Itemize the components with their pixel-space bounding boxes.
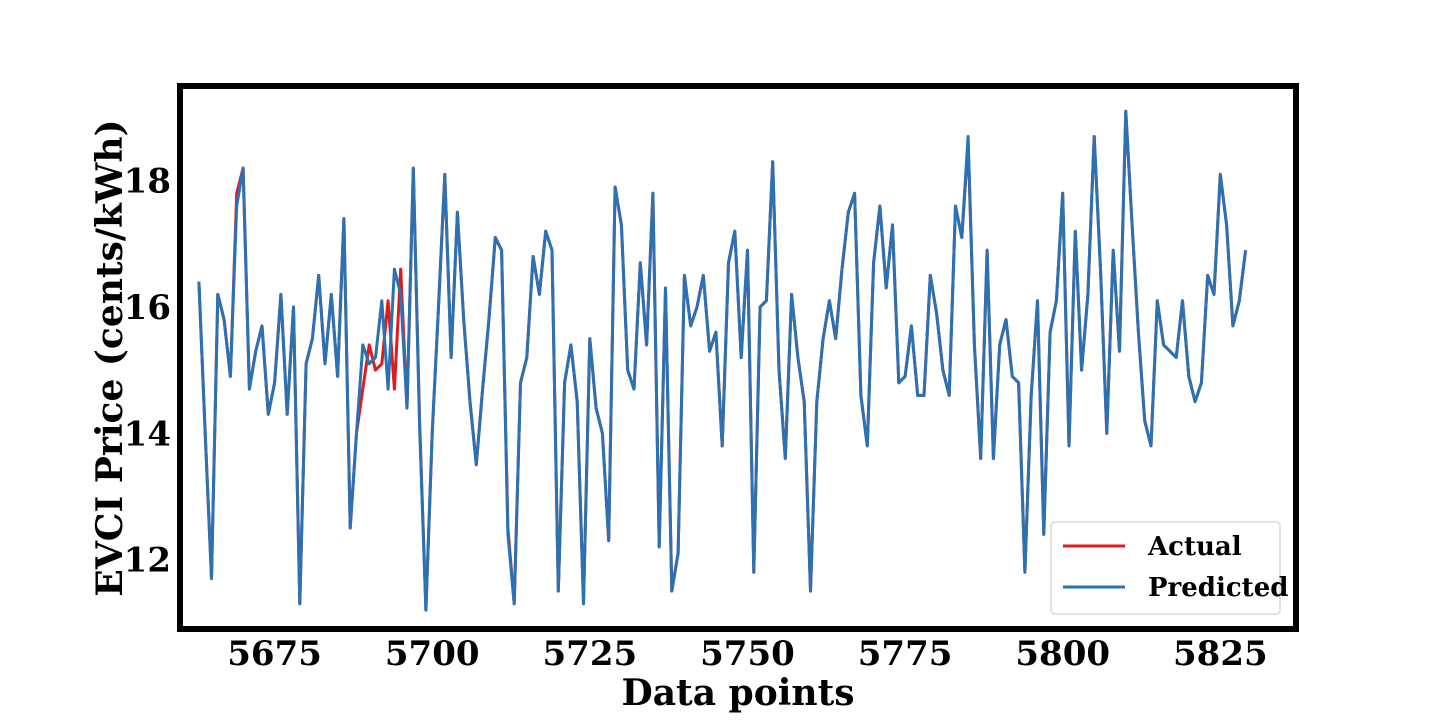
x-tick-label: 5750 (700, 634, 795, 674)
y-tick-label: 18 (124, 162, 171, 202)
x-tick-label: 5800 (1015, 634, 1110, 674)
x-tick-label: 5725 (543, 634, 638, 674)
legend-label-actual: Actual (1147, 532, 1242, 562)
y-tick-labels: 12 14 16 18 (124, 162, 171, 581)
y-axis-title: EVCI Price (cents/kWh) (89, 119, 131, 596)
plot-frame (177, 83, 1299, 632)
x-tick-label: 5775 (858, 634, 953, 674)
y-tick-label: 14 (124, 414, 171, 454)
y-tick-label: 16 (124, 288, 171, 328)
series-layer (197, 109, 1248, 612)
legend-label-predicted: Predicted (1148, 573, 1288, 603)
x-axis-title: Data points (622, 672, 855, 714)
legend: Actual Predicted (1050, 521, 1288, 615)
series-line-predicted (197, 109, 1248, 612)
x-tick-label: 5825 (1173, 634, 1268, 674)
x-tick-label: 5700 (385, 634, 480, 674)
y-tick-label: 12 (124, 541, 171, 581)
x-tick-label: 5675 (227, 634, 322, 674)
x-tick-labels: 5675 5700 5725 5750 5775 5800 5825 (227, 634, 1267, 674)
